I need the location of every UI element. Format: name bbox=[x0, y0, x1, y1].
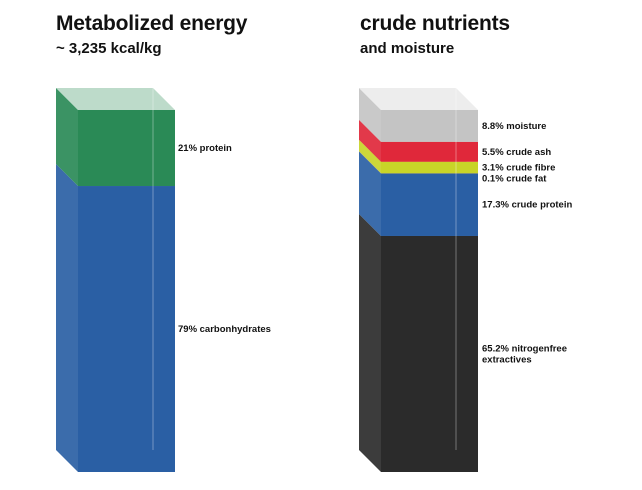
chart-2-subtitle: and moisture bbox=[360, 40, 455, 57]
segment-5-5-crude-ash bbox=[381, 141, 478, 162]
segment-8-8-moisture bbox=[381, 110, 478, 142]
segment-side-8-8-moisture bbox=[359, 88, 381, 142]
segment-21-protein bbox=[78, 110, 175, 187]
label-8-8-moisture: 8.8% moisture bbox=[482, 121, 546, 132]
segment-side-21-protein bbox=[56, 88, 78, 187]
segment-side-0-1-crude-fat bbox=[359, 150, 381, 174]
segment-3-1-crude-fibre bbox=[381, 161, 478, 173]
label-17-3-crude-protein: 17.3% crude protein bbox=[482, 200, 572, 211]
bar-2: 8.8% moisture 5.5% crude ash 3.1% crude fi… bbox=[359, 88, 572, 472]
segment-top-8-8-moisture bbox=[359, 88, 478, 110]
label-21-protein: 21% protein bbox=[178, 143, 232, 154]
chart-1-subtitle: ~ 3,235 kcal/kg bbox=[56, 40, 162, 57]
segment-side-65-2-nitrogenfree-extractives bbox=[359, 213, 381, 472]
label-5-5-crude-ash: 5.5% crude ash bbox=[482, 147, 551, 158]
segment-65-2-nitrogenfree-extractives bbox=[381, 235, 478, 472]
segment-side-5-5-crude-ash bbox=[359, 119, 381, 162]
label-79-carbonhydrates: 79% carbonhydrates bbox=[178, 324, 271, 335]
label-0-1-crude-fat: 0.1% crude fat bbox=[482, 173, 547, 184]
label-3-1-crude-fibre: 3.1% crude fibre bbox=[482, 162, 555, 173]
segment-side-17-3-crude-protein bbox=[359, 151, 381, 236]
segment-top-21-protein bbox=[56, 88, 175, 110]
segment-side-3-1-crude-fibre bbox=[359, 139, 381, 173]
segment-side-79-carbonhydrates bbox=[56, 164, 78, 472]
segment-79-carbonhydrates bbox=[78, 186, 175, 472]
chart-1-title: Metabolized energy bbox=[56, 12, 248, 35]
segment-17-3-crude-protein bbox=[381, 173, 478, 236]
bar-1: 21% protein 79% carbonhydrates bbox=[56, 88, 271, 472]
chart-2-title: crude nutrients bbox=[360, 12, 510, 35]
bar-top-cap bbox=[359, 88, 478, 110]
label-65-2-nitrogenfree-extractives: 65.2% nitrogenfree extractives bbox=[482, 343, 567, 365]
bar-top-cap bbox=[56, 88, 175, 110]
